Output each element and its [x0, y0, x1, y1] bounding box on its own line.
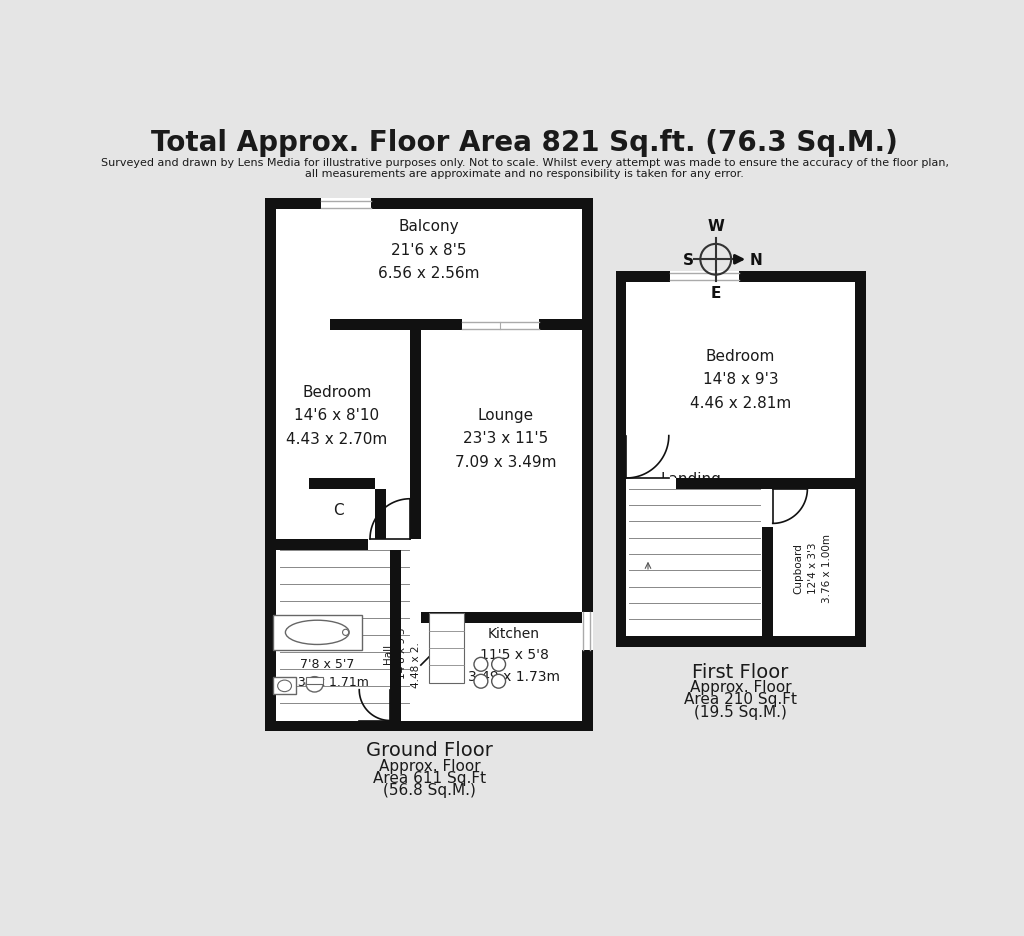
- Bar: [429, 614, 464, 683]
- Bar: [276, 320, 330, 330]
- Text: Approx. Floor: Approx. Floor: [379, 758, 480, 773]
- Text: Bathroom
7'8 x 5'7
2.34 x 1.71m: Bathroom 7'8 x 5'7 2.34 x 1.71m: [287, 639, 369, 688]
- Bar: [582, 199, 593, 732]
- Circle shape: [492, 675, 506, 689]
- Text: E: E: [711, 286, 721, 301]
- Text: Area 611 Sq.Ft: Area 611 Sq.Ft: [373, 770, 485, 785]
- Bar: [306, 677, 323, 684]
- Bar: [265, 721, 593, 732]
- Text: Bedroom
14'8 x 9'3
4.46 x 2.81m: Bedroom 14'8 x 9'3 4.46 x 2.81m: [690, 348, 791, 410]
- Bar: [421, 612, 582, 623]
- Bar: [368, 539, 410, 550]
- Text: all measurements are approximate and no responsibility is taken for any error.: all measurements are approximate and no …: [305, 169, 744, 179]
- Text: C: C: [333, 503, 344, 518]
- Bar: [309, 478, 376, 490]
- Bar: [855, 271, 866, 647]
- Text: Landing: Landing: [660, 472, 722, 487]
- Bar: [273, 615, 361, 650]
- Text: Ground Floor: Ground Floor: [366, 740, 493, 759]
- Bar: [273, 615, 361, 650]
- Text: S: S: [683, 253, 693, 268]
- Bar: [615, 478, 866, 490]
- Text: Bedroom
14'6 x 8'10
4.43 x 2.70m: Bedroom 14'6 x 8'10 4.43 x 2.70m: [287, 385, 387, 446]
- Bar: [273, 678, 296, 695]
- Bar: [627, 478, 677, 490]
- Circle shape: [474, 675, 487, 689]
- Ellipse shape: [278, 680, 292, 692]
- Text: Area 210 Sq.Ft: Area 210 Sq.Ft: [684, 692, 797, 707]
- Text: Cupboard
12'4 x 3'3
3.76 x 1.00m: Cupboard 12'4 x 3'3 3.76 x 1.00m: [794, 534, 831, 602]
- Text: Approx. Floor: Approx. Floor: [689, 680, 792, 695]
- Text: Hall
14'8 x 9'5
4.48 x 2.87m: Hall 14'8 x 9'5 4.48 x 2.87m: [383, 619, 421, 688]
- Bar: [762, 478, 773, 647]
- Text: First Floor: First Floor: [692, 662, 788, 681]
- Bar: [265, 539, 400, 550]
- Bar: [429, 614, 464, 683]
- Circle shape: [343, 630, 349, 636]
- Circle shape: [492, 658, 506, 671]
- Ellipse shape: [286, 621, 349, 645]
- Text: Surveyed and drawn by Lens Media for illustrative purposes only. Not to scale. W: Surveyed and drawn by Lens Media for ill…: [100, 157, 949, 168]
- Text: Lounge
23'3 x 11'5
7.09 x 3.49m: Lounge 23'3 x 11'5 7.09 x 3.49m: [455, 407, 556, 469]
- Bar: [410, 612, 421, 643]
- Ellipse shape: [306, 677, 323, 693]
- Bar: [265, 320, 593, 330]
- Text: N: N: [750, 253, 762, 268]
- Text: Total Approx. Floor Area 821 Sq.ft. (76.3 Sq.M.): Total Approx. Floor Area 821 Sq.ft. (76.…: [152, 129, 898, 157]
- Bar: [670, 271, 739, 283]
- Bar: [321, 199, 371, 210]
- Bar: [615, 271, 866, 283]
- Bar: [615, 636, 866, 647]
- Text: (19.5 Sq.M.): (19.5 Sq.M.): [694, 704, 786, 719]
- Bar: [615, 271, 866, 647]
- Text: (56.8 Sq.M.): (56.8 Sq.M.): [383, 782, 476, 797]
- Bar: [265, 199, 593, 732]
- Bar: [390, 539, 400, 732]
- Text: Kitchen
11'5 x 5'8
3.49 x 1.73m: Kitchen 11'5 x 5'8 3.49 x 1.73m: [468, 626, 560, 683]
- Bar: [462, 320, 539, 330]
- Text: Balcony
21'6 x 8'5
6.56 x 2.56m: Balcony 21'6 x 8'5 6.56 x 2.56m: [378, 219, 479, 281]
- Text: W: W: [708, 219, 724, 234]
- Bar: [376, 490, 386, 539]
- Bar: [265, 199, 276, 732]
- Bar: [762, 490, 773, 528]
- Bar: [615, 271, 627, 647]
- Bar: [410, 330, 421, 539]
- Circle shape: [474, 658, 487, 671]
- Bar: [582, 612, 593, 651]
- Bar: [265, 199, 593, 210]
